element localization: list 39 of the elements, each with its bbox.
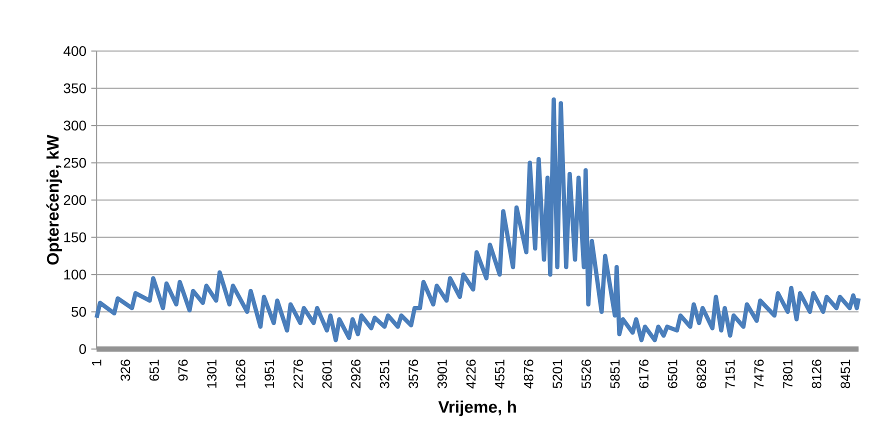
x-tick-label: 2276 bbox=[293, 360, 303, 388]
x-tick-label: 8451 bbox=[840, 360, 850, 388]
y-tick-label: 400 bbox=[64, 46, 86, 56]
x-tick-label: 4551 bbox=[495, 360, 504, 388]
y-tick-label: 50 bbox=[72, 306, 86, 317]
x-tick-label: 6176 bbox=[639, 360, 649, 388]
x-tick-label: 5851 bbox=[610, 360, 620, 388]
x-tick-label: 5201 bbox=[552, 360, 562, 388]
y-tick-label: 350 bbox=[64, 83, 86, 94]
x-tick-label: 3251 bbox=[380, 360, 390, 388]
x-tick-label: 4226 bbox=[466, 360, 476, 388]
x-tick-label: 7801 bbox=[783, 360, 792, 388]
x-tick-label: 3901 bbox=[437, 360, 447, 388]
x-tick-label: 6501 bbox=[668, 360, 678, 388]
x-tick-label: 8126 bbox=[812, 360, 822, 388]
x-axis-title: Vrijeme, h bbox=[438, 400, 516, 416]
y-tick-label: 200 bbox=[64, 195, 86, 206]
y-tick-label: 0 bbox=[79, 344, 86, 354]
x-tick-label: 1 bbox=[92, 360, 102, 366]
line-series bbox=[94, 97, 861, 342]
x-tick-label: 1626 bbox=[236, 360, 246, 388]
x-tick-label: 7151 bbox=[726, 360, 735, 388]
x-tick-label: 4876 bbox=[524, 360, 534, 388]
y-tick-label: 150 bbox=[64, 232, 86, 242]
x-tick-label: 6826 bbox=[696, 360, 706, 388]
y-tick-label: 300 bbox=[64, 120, 86, 131]
x-tick-label: 651 bbox=[149, 360, 159, 381]
x-tick-label: 1301 bbox=[207, 360, 217, 388]
x-tick-label: 7476 bbox=[754, 360, 764, 388]
x-tick-label: 5526 bbox=[581, 360, 591, 388]
x-tick-label: 976 bbox=[178, 360, 188, 381]
y-tick-label: 100 bbox=[64, 270, 86, 280]
y-tick-label: 250 bbox=[64, 158, 86, 168]
x-tick-label: 1951 bbox=[264, 360, 274, 388]
x-tick-label: 326 bbox=[120, 360, 130, 381]
y-axis-title: Opterećenje, kW bbox=[46, 134, 62, 265]
x-tick-label: 2601 bbox=[322, 360, 332, 388]
x-tick-label: 3576 bbox=[408, 360, 418, 388]
x-tick-label: 2926 bbox=[351, 360, 361, 388]
